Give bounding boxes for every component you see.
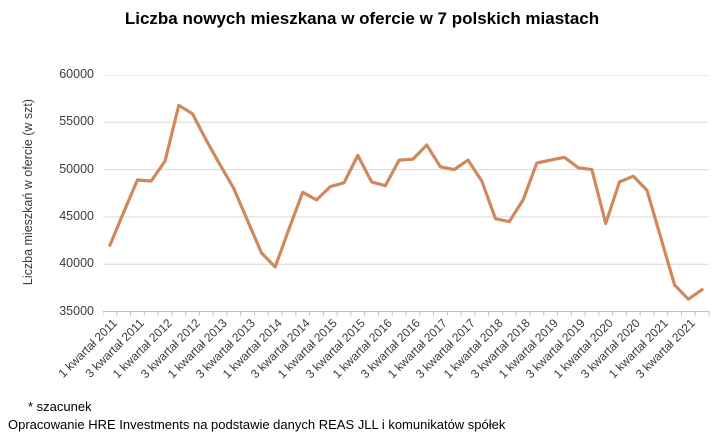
y-tick-label: 50000: [59, 161, 94, 176]
chart-title: Liczba nowych mieszkana w ofercie w 7 po…: [124, 9, 600, 28]
y-tick-label: 60000: [59, 67, 94, 81]
footnote-source: Opracowanie HRE Investments na podstawie…: [8, 417, 506, 432]
y-tick-label: 45000: [59, 208, 94, 223]
y-axis-title: Liczba mieszkań w ofercie (w szt): [21, 98, 35, 286]
y-tick-label: 35000: [59, 303, 94, 318]
footnote-estimate: * szacunek: [28, 399, 92, 414]
plot-area: [103, 75, 710, 316]
data-line-series: [108, 103, 704, 301]
y-tick-label: 40000: [59, 256, 94, 271]
y-tick-label: 55000: [59, 114, 94, 129]
